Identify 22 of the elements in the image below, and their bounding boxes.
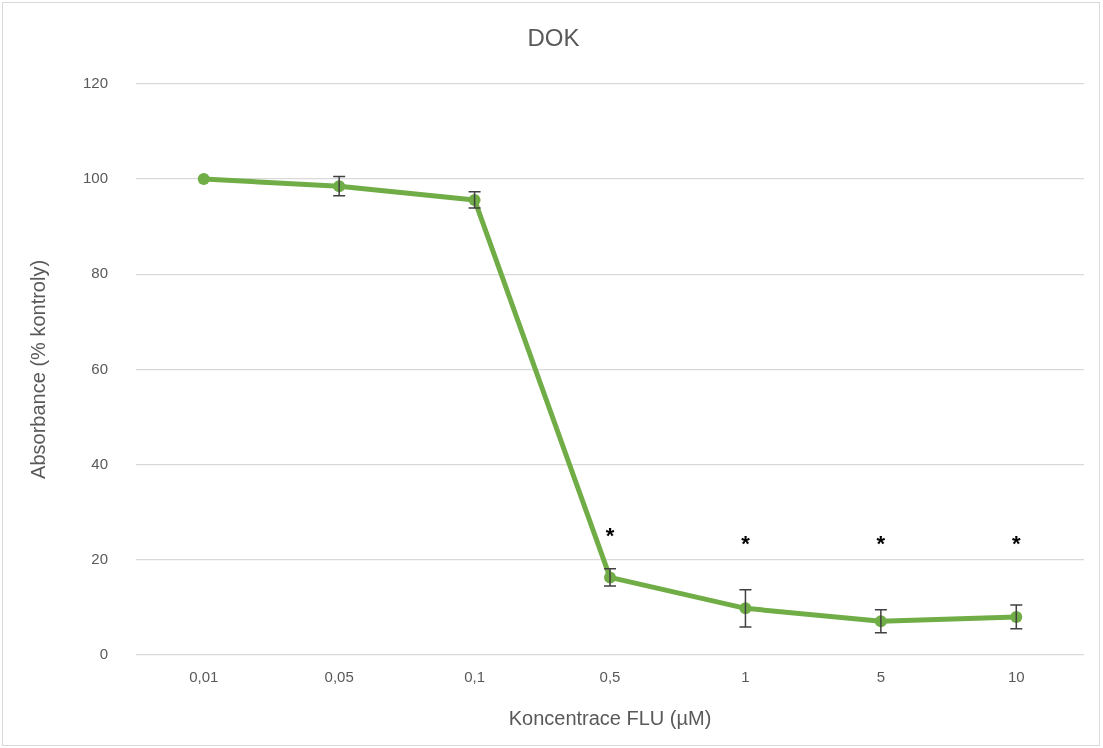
y-tick-label: 100 — [83, 169, 109, 187]
y-tick-label: 60 — [91, 359, 109, 377]
y-tick-label: 80 — [91, 264, 109, 282]
y-tick-label: 0 — [99, 645, 109, 663]
x-tick-label: 1 — [741, 668, 750, 686]
annotation: * — [741, 530, 751, 556]
annotation: * — [605, 523, 615, 549]
y-tick-label: 20 — [91, 549, 109, 567]
x-tick-label: 0,1 — [464, 668, 486, 686]
annotation: * — [876, 530, 886, 556]
annotation: * — [1012, 530, 1022, 556]
chart-title: DOK — [527, 24, 580, 52]
x-tick-label: 0,01 — [189, 668, 219, 686]
x-tick-label: 0,5 — [599, 668, 621, 686]
x-tick-label: 10 — [1007, 668, 1025, 686]
y-axis-title: Absorbance (% kontroly) — [26, 259, 49, 479]
point — [197, 173, 210, 185]
y-tick-label: 120 — [83, 73, 109, 91]
y-tick-label: 40 — [91, 454, 109, 472]
x-axis-title: Koncentrace FLU (µM) — [508, 706, 712, 729]
x-tick-label: 5 — [876, 668, 886, 686]
x-tick-label: 0,05 — [324, 668, 354, 686]
